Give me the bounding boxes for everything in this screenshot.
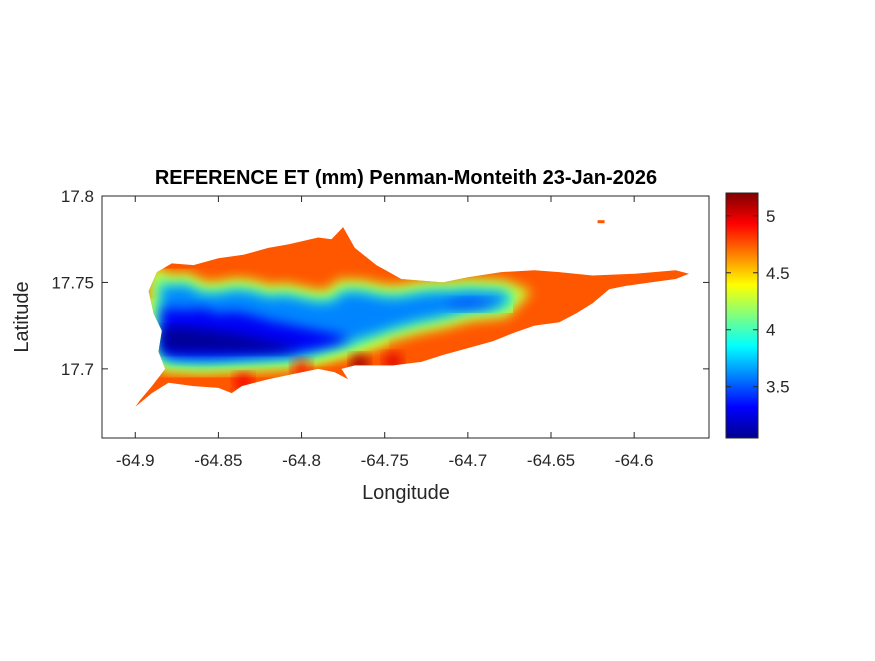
y-tick-label: 17.7 [61, 360, 94, 379]
chart-title: REFERENCE ET (mm) Penman-Monteith 23-Jan… [155, 167, 657, 189]
x-tick-label: -64.9 [116, 451, 155, 470]
et-field [135, 220, 690, 407]
y-axis-label: Latitude [11, 281, 33, 352]
x-tick-label: -64.7 [448, 451, 487, 470]
colorbar-ramp [725, 192, 759, 439]
y-tick-label: 17.75 [51, 273, 94, 292]
et-zone-3 [442, 298, 502, 311]
islet [597, 220, 605, 224]
colorbar-tick-label: 4.5 [766, 264, 790, 283]
colorbar-tick-label: 3.5 [766, 378, 790, 397]
colorbar: 3.5 4 4.5 5 [725, 192, 790, 439]
colorbar-tick-label: 4 [766, 321, 775, 340]
x-tick-label: -64.65 [527, 451, 575, 470]
x-tick-label: -64.75 [361, 451, 409, 470]
colorbar-ticks: 3.5 4 4.5 5 [726, 207, 790, 397]
x-tick-label: -64.6 [615, 451, 654, 470]
y-tick-label: 17.8 [61, 187, 94, 206]
plot-axes: -64.9 -64.85 -64.8 -64.75 -64.7 -64.65 -64.6 1… [51, 187, 710, 470]
y-axis-ticks: 17.7 17.75 17.8 [51, 187, 709, 379]
x-axis-label: Longitude [362, 482, 450, 504]
et-zone-2 [161, 327, 302, 352]
colorbar-tick-label: 5 [766, 207, 775, 226]
x-axis-ticks: -64.9 -64.85 -64.8 -64.75 -64.7 -64.65 -64.6 [116, 196, 654, 470]
x-tick-label: -64.8 [282, 451, 321, 470]
x-tick-label: -64.85 [194, 451, 242, 470]
et-zones [148, 262, 553, 392]
